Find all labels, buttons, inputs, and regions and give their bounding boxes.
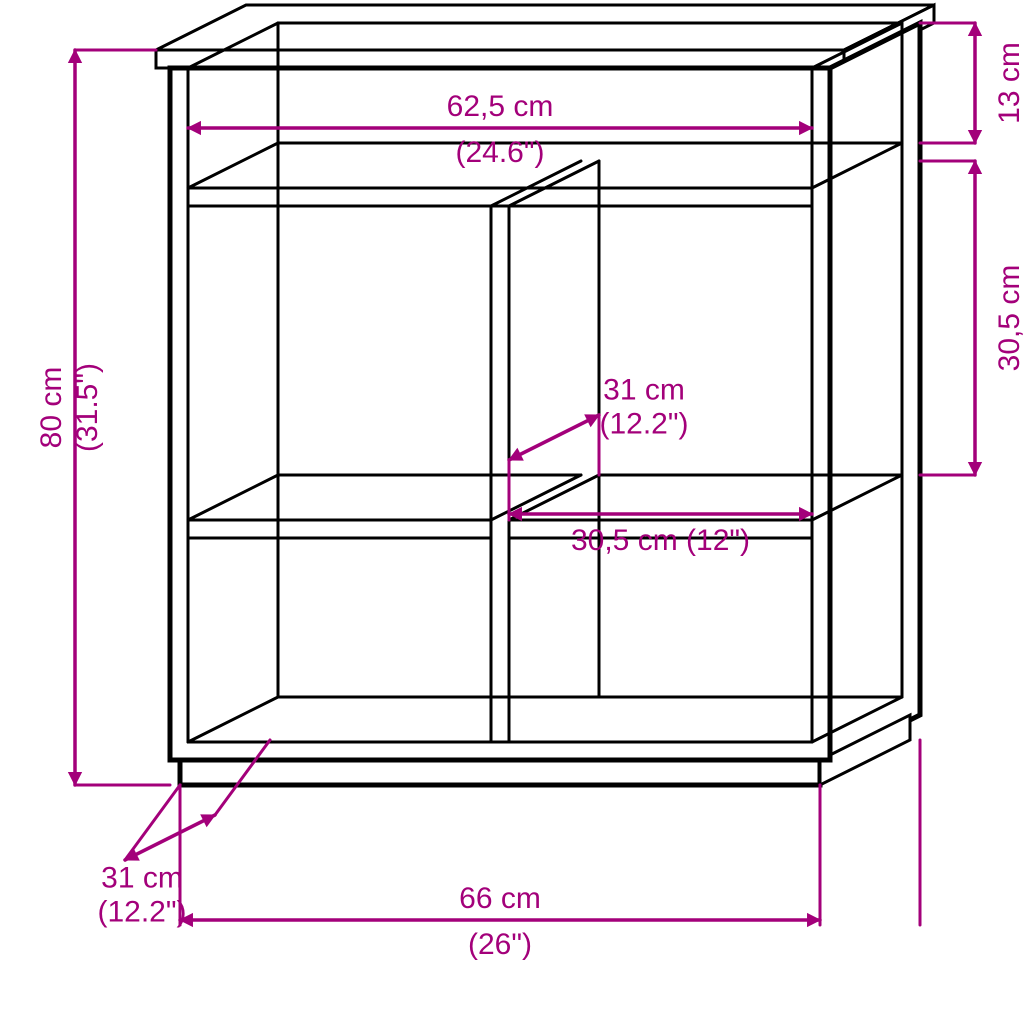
label-width-total: 66 cm (459, 882, 541, 915)
svg-text:(26"): (26") (468, 928, 532, 961)
label-height-total: 80 cm (35, 367, 68, 449)
label-inner-width: 62,5 cm (447, 90, 554, 123)
label-shelf-depth: 31 cm (603, 374, 685, 407)
label-depth-bottom: 31 cm (101, 862, 183, 895)
label-shelf-width: 30,5 cm (12") (571, 524, 750, 557)
svg-text:(24.6"): (24.6") (455, 136, 544, 169)
svg-text:(12.2"): (12.2") (97, 896, 186, 929)
svg-text:(12.2"): (12.2") (599, 408, 688, 441)
label-upper-comp: 30,5 cm (993, 265, 1024, 372)
label-top-gap: 13 cm (993, 42, 1024, 124)
